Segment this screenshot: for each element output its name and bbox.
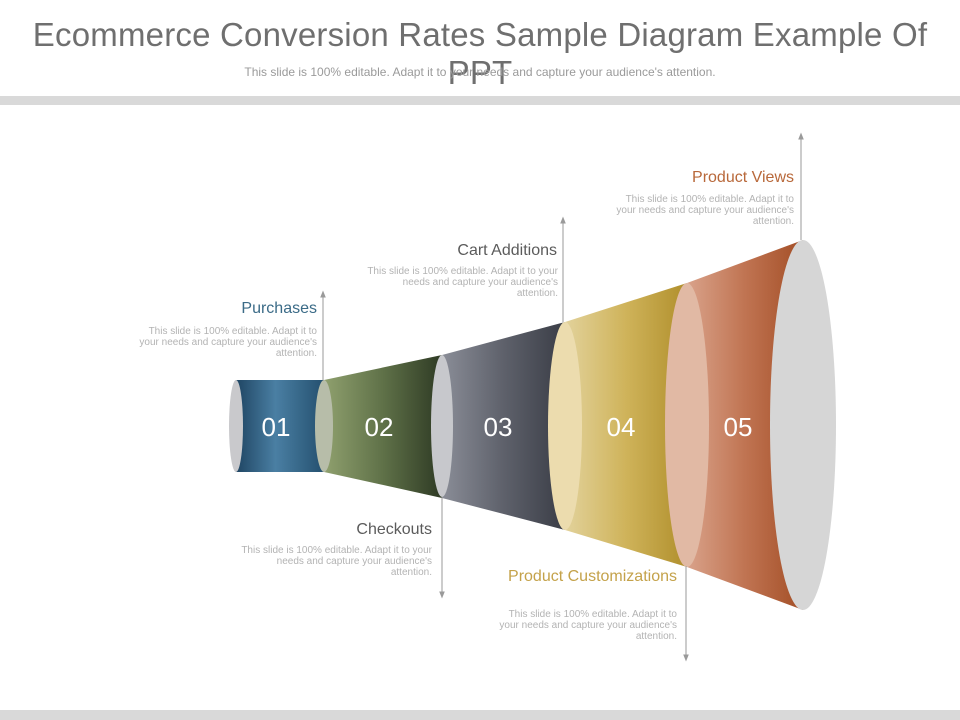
- stage-label-product-views: Product Views: [692, 169, 794, 186]
- funnel-segment-04: [565, 283, 687, 567]
- stage-number-04: 04: [607, 412, 636, 442]
- funnel-segment-02: [324, 355, 442, 498]
- funnel-segment-01: [236, 380, 324, 472]
- stage-label-checkouts: Checkouts: [356, 521, 432, 538]
- slide-title: Ecommerce Conversion Rates Sample Diagra…: [32, 16, 928, 91]
- ring-start: [229, 380, 243, 472]
- stage-description-cart-additions: This slide is 100% editable. Adapt it to…: [367, 266, 558, 299]
- stage-description-product-views: This slide is 100% editable. Adapt it to…: [616, 194, 794, 227]
- stage-number-03: 03: [484, 412, 513, 442]
- funnel-segment-03: [442, 322, 565, 530]
- stage-label-product-customizations: Product Customizations: [508, 568, 677, 585]
- ring-03-04: [548, 322, 582, 530]
- stage-description-checkouts: This slide is 100% editable. Adapt it to…: [241, 545, 432, 578]
- ring-02-03: [431, 355, 453, 497]
- top-divider-band: [0, 96, 960, 105]
- bottom-divider-band: [0, 710, 960, 720]
- ring-01-02: [315, 380, 333, 472]
- stage-label-purchases: Purchases: [241, 300, 317, 317]
- stage-description-product-customizations: This slide is 100% editable. Adapt it to…: [499, 609, 677, 642]
- stage-number-01: 01: [262, 412, 291, 442]
- stage-number-02: 02: [365, 412, 394, 442]
- slide-subtitle: This slide is 100% editable. Adapt it to…: [244, 65, 716, 79]
- funnel-mouth: [770, 240, 836, 610]
- stage-label-cart-additions: Cart Additions: [457, 242, 557, 259]
- funnel-segment-05: [687, 240, 803, 610]
- stage-number-05: 05: [724, 412, 753, 442]
- stage-description-purchases: This slide is 100% editable. Adapt it to…: [139, 326, 317, 359]
- ring-04-05: [665, 283, 709, 567]
